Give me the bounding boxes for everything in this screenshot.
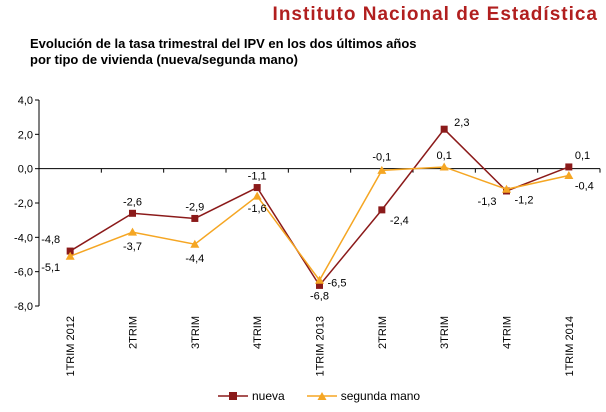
data-label-nueva: -1,3 <box>478 196 497 208</box>
data-label-nueva: -2,4 <box>390 215 409 227</box>
data-point-nueva <box>253 184 261 192</box>
data-point-nueva <box>440 125 448 133</box>
y-tick-label: 0,0 <box>18 164 33 176</box>
data-point-segunda-mano <box>377 165 387 174</box>
organization-header: Instituto Nacional de Estadística <box>272 4 598 25</box>
data-label-nueva: -2,6 <box>123 196 142 208</box>
data-label-nueva: -6,8 <box>310 290 329 302</box>
data-label-segunda-mano: -0,1 <box>372 151 391 163</box>
data-point-nueva <box>66 247 74 255</box>
data-label-segunda-mano: -1,2 <box>515 194 534 206</box>
chart-title-line-2: por tipo de vivienda (nueva/segunda mano… <box>30 52 298 67</box>
data-point-segunda-mano <box>65 251 75 260</box>
y-tick-label: -2,0 <box>14 198 33 210</box>
x-tick-label: 2TRIM <box>128 316 140 349</box>
data-label-segunda-mano: -1,6 <box>248 203 267 215</box>
data-point-segunda-mano <box>564 171 574 180</box>
data-label-nueva: 2,3 <box>454 117 469 129</box>
x-tick-label: 3TRIM <box>190 316 202 349</box>
y-tick-label: 2,0 <box>18 129 33 141</box>
data-point-segunda-mano <box>315 275 324 284</box>
data-point-segunda-mano <box>252 191 262 200</box>
data-point-segunda-mano <box>502 184 511 193</box>
data-point-nueva <box>378 206 386 214</box>
x-tick-label: 3TRIM <box>439 316 451 349</box>
series-line-segunda-mano <box>69 166 569 282</box>
data-point-nueva <box>191 214 199 222</box>
data-label-segunda-mano: -4,4 <box>185 253 204 265</box>
data-label-nueva: 0,1 <box>575 150 590 162</box>
x-tick-label: 1TRIM 2013 <box>315 316 327 377</box>
data-label-segunda-mano: -3,7 <box>123 241 142 253</box>
data-point-segunda-mano <box>439 162 449 171</box>
data-label-segunda-mano: 0,1 <box>437 150 452 162</box>
x-tick-label: 4TRIM <box>252 316 264 349</box>
y-tick-label: 4,0 <box>18 95 33 107</box>
data-label-segunda-mano: -5,1 <box>41 262 60 274</box>
data-point-nueva <box>565 163 573 171</box>
data-label-nueva: -1,1 <box>248 171 267 183</box>
legend-label-segunda-mano: segunda mano <box>340 389 421 403</box>
y-tick-label: -8,0 <box>14 301 33 313</box>
legend-label-nueva: nueva <box>252 389 285 403</box>
data-point-nueva <box>316 281 323 289</box>
data-point-segunda-mano <box>128 227 137 236</box>
data-point-segunda-mano <box>190 239 200 248</box>
legend-item-nueva: nueva <box>218 389 285 403</box>
data-label-nueva: -4,8 <box>41 234 60 246</box>
legend-marker-square-icon <box>218 392 248 400</box>
data-label-nueva: -2,9 <box>185 201 204 213</box>
x-tick-label: 1TRIM 2014 <box>564 316 576 377</box>
data-label-segunda-mano: -6,5 <box>328 277 347 289</box>
x-tick-label: 1TRIM 2012 <box>65 316 77 377</box>
data-label-segunda-mano: -0,4 <box>575 181 594 193</box>
x-tick-label: 2TRIM <box>377 316 389 349</box>
y-tick-label: -4,0 <box>14 232 33 244</box>
legend-marker-triangle-icon <box>306 392 337 400</box>
data-point-nueva <box>129 209 136 217</box>
chart-title: Evolución de la tasa trimestral del IPV … <box>30 36 417 68</box>
chart-legend: nueva segunda mano <box>218 389 442 403</box>
x-tick-label: 4TRIM <box>502 316 514 349</box>
legend-item-segunda-mano: segunda mano <box>306 389 421 403</box>
y-tick-label: -6,0 <box>14 267 33 279</box>
chart-title-line-1: Evolución de la tasa trimestral del IPV … <box>30 36 417 51</box>
